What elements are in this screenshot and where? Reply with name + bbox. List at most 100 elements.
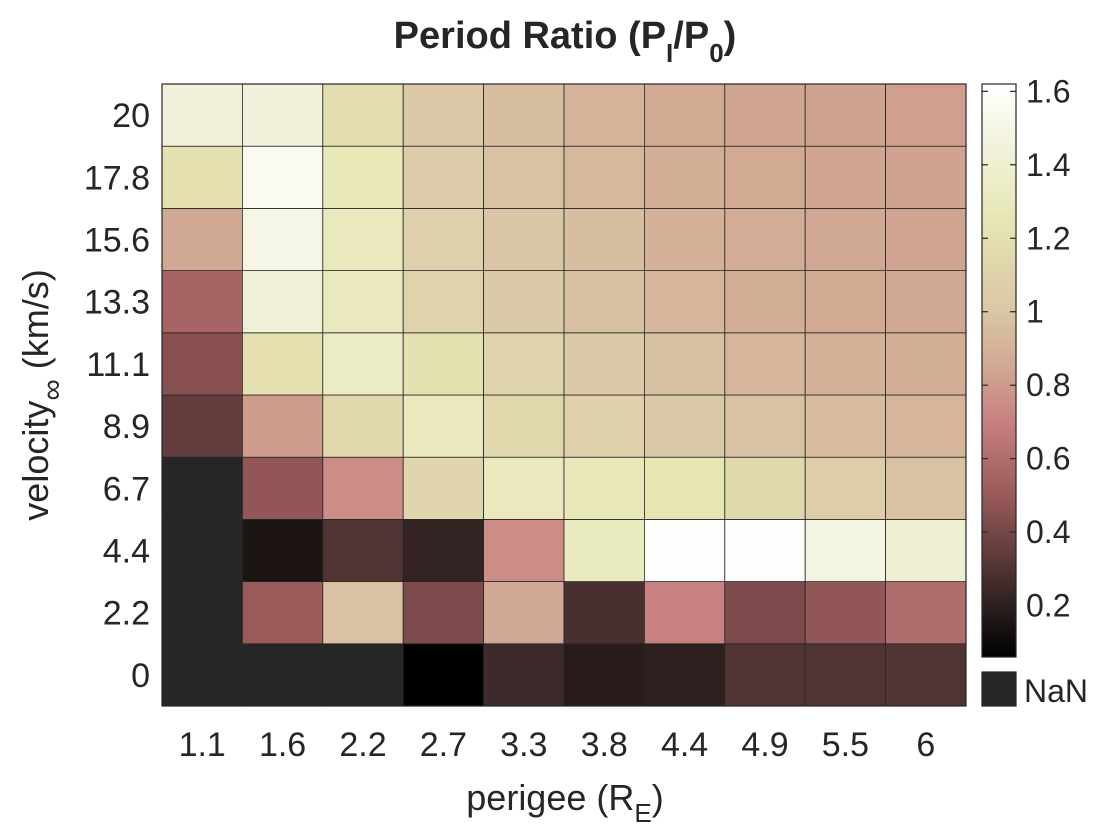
heatmap-cell [885,581,967,645]
heatmap-cell [804,332,887,396]
heatmap-cell [322,207,404,271]
heatmap-cell [724,456,806,520]
heatmap-cell [804,456,887,520]
heatmap-cell [644,456,726,520]
y-tick-label: 15.6 [84,222,150,260]
heatmap-cell [483,270,565,334]
heatmap-cell [241,456,324,520]
heatmap-cell [804,83,887,147]
heatmap-cell [241,332,324,396]
chart-title: Period Ratio (PI/P0) [394,15,737,68]
colorbar-tick-label: 0.8 [1026,367,1070,403]
y-tick-label: 13.3 [84,284,150,322]
heatmap-cell [402,332,485,396]
heatmap-cell [885,145,967,209]
heatmap-cell [483,519,565,583]
heatmap-cell [563,643,645,707]
y-tick-label: 17.8 [84,159,150,197]
heatmap-cell [161,207,243,271]
heatmap-cell [885,519,967,583]
nan-swatch [981,671,1017,707]
heatmap-cell [644,270,726,334]
heatmap-cell [724,270,806,334]
heatmap-cell [563,456,645,520]
colorbar-tick-label: 0.4 [1026,514,1070,550]
colorbar-tick-label: 1.4 [1026,147,1070,183]
heatmap-cell [402,456,485,520]
heatmap-cell [483,394,565,458]
heatmap-cell [483,581,565,645]
x-axis-label: perigee (RE) [466,777,663,828]
heatmap-cell [724,332,806,396]
heatmap-cell [241,83,324,147]
heatmap-cell [724,519,806,583]
x-tick-labels: 1.1 1.6 2.2 2.7 3.3 3.8 4.4 4.9 5.5 6 [179,726,936,764]
colorbar [981,83,1017,658]
heatmap-cell [402,270,485,334]
heatmap-cell [161,332,243,396]
y-tick-label: 11.1 [86,346,150,384]
x-tick-label: 2.7 [420,726,467,764]
heatmap-cell [644,83,726,147]
heatmap-cell [161,270,243,334]
heatmap-cell [804,394,887,458]
heatmap-cell [644,519,726,583]
x-tick-label: 4.4 [661,726,708,764]
heatmap-cell [402,145,485,209]
heatmap-cell [804,581,887,645]
heatmap-cell [483,145,565,209]
heatmap-cell [804,643,887,707]
heatmap-cell [322,643,404,707]
heatmap-cell [322,456,404,520]
heatmap-cell [161,581,243,645]
heatmap-cell [885,332,967,396]
x-tick-label: 1.6 [259,726,306,764]
heatmap-cell [563,83,645,147]
x-tick-label: 6 [916,726,935,764]
heatmap-cell [402,643,485,707]
heatmap-cell [241,394,324,458]
heatmap-cell [563,394,645,458]
heatmap-cell [885,83,967,147]
x-tick-label: 3.8 [581,726,628,764]
heatmap-cell [241,519,324,583]
heatmap-cell [161,643,243,707]
heatmap-cell [563,145,645,209]
y-tick-label: 6.7 [103,470,150,508]
x-tick-label: 1.1 [179,726,226,764]
colorbar-tick-label: 1.6 [1026,73,1070,109]
heatmap-cell [161,394,243,458]
heatmap-cell [724,643,806,707]
heatmap-cell [402,207,485,271]
heatmap-cell [241,270,324,334]
heatmap-cell [724,207,806,271]
heatmap-cell [483,207,565,271]
heatmap-cell [402,394,485,458]
heatmap-cell [724,394,806,458]
plot-frame [161,83,967,707]
heatmap-cells [161,83,967,707]
heatmap-cell [402,83,485,147]
y-tick-label: 8.9 [103,408,150,446]
heatmap-cell [644,643,726,707]
heatmap-cell [804,519,887,583]
heatmap-cell [322,519,404,583]
heatmap-cell [563,332,645,396]
x-tick-label: 5.5 [822,726,869,764]
y-tick-labels: 0 2.2 4.4 6.7 8.9 11.1 13.3 15.6 17.8 20 [84,97,150,695]
heatmap-cell [402,519,485,583]
heatmap-cell [563,519,645,583]
x-tick-label: 3.3 [500,726,547,764]
heatmap-cell [644,145,726,209]
colorbar-tick-label: 0.6 [1026,441,1070,477]
heatmap-cell [483,83,565,147]
heatmap-cell [563,581,645,645]
heatmap-cell [644,394,726,458]
heatmap-cell [241,643,324,707]
heatmap-cell [644,581,726,645]
heatmap-cell [483,643,565,707]
x-tick-label: 4.9 [741,726,788,764]
heatmap-cell [563,270,645,334]
heatmap-cell [804,145,887,209]
